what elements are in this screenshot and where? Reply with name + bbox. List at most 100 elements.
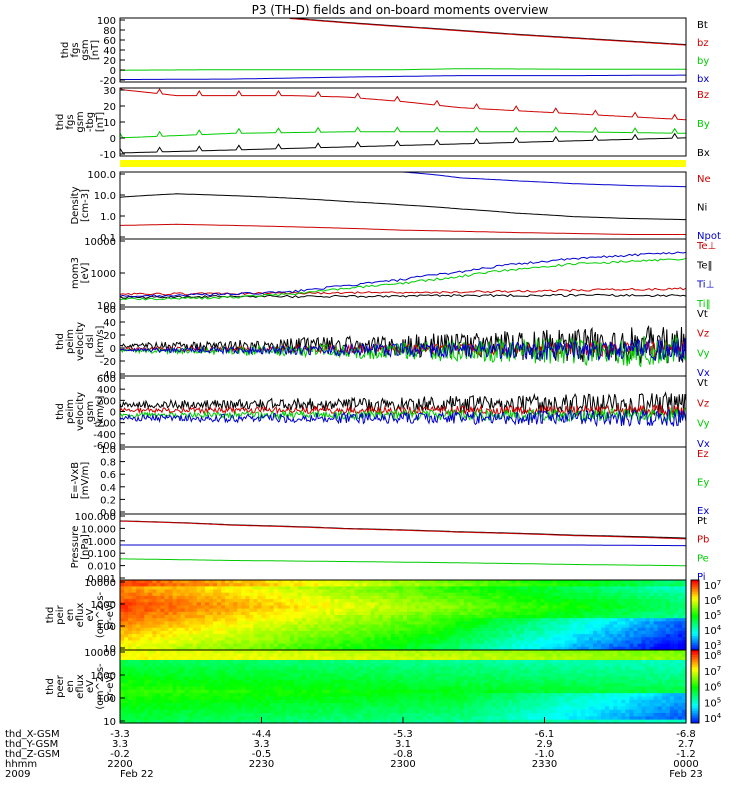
y-tick-label: 10000: [84, 237, 116, 248]
y-axis-label: E=-VxB[mV/m]: [70, 462, 91, 500]
series-line-Bx: [120, 134, 686, 153]
legend-label: Vt: [697, 309, 708, 320]
panel-frame: [120, 18, 686, 82]
y-tick-label: 60: [103, 305, 116, 316]
y-axis-label-line: [nT]: [90, 40, 101, 60]
y-axis-label: Density[cm-3]: [70, 186, 91, 224]
colorbar-tick-label: 105: [704, 609, 721, 622]
legend-label: Ey: [697, 478, 709, 489]
panel-frame: [120, 447, 686, 514]
series-line-Ne: [120, 224, 686, 234]
legend-label: Pt: [697, 516, 707, 527]
legend-label: Pb: [697, 535, 709, 546]
y-tick-label: 30: [103, 86, 116, 97]
legend-label: Ne: [697, 174, 711, 185]
y-tick-label: -20: [100, 357, 116, 368]
y-tick-label: 1.0: [100, 212, 116, 223]
legend-label: Ti⊥: [696, 280, 714, 291]
colorbar-tick-label: 106: [704, 594, 722, 607]
y-tick-label: 600: [97, 374, 116, 385]
y-tick-label: 0: [110, 408, 116, 419]
y-tick-label: 100.000: [75, 512, 116, 523]
legend-label: bz: [697, 38, 709, 49]
legend-label: Te⊥: [696, 241, 716, 252]
series-line-Ti⊥: [120, 252, 686, 297]
panel-pressure: PtPbPePi100.00010.0001.0000.1000.0100.00…: [70, 512, 709, 585]
legend-label: By: [697, 119, 710, 130]
legend-label: Vz: [697, 398, 709, 409]
y-axis-label-line: [km/s]: [95, 395, 106, 427]
y-tick-label: 400: [97, 385, 116, 396]
legend-label: Bz: [697, 90, 709, 101]
legend-label: Vz: [697, 329, 709, 340]
y-tick-label: 20: [103, 102, 116, 113]
y-tick-label: 10.000: [81, 524, 116, 535]
quality-stripe: [120, 160, 686, 167]
series-line-Pb: [120, 521, 686, 539]
y-axis-label-line: [cm-3]: [80, 189, 91, 222]
y-tick-label: 0: [110, 344, 116, 355]
y-axis-label-line: [nT]: [95, 112, 106, 132]
series-line-Pe: [120, 559, 686, 566]
y-axis-label-line: [km/s]: [95, 325, 106, 357]
legend-label: Ni: [697, 203, 707, 214]
y-tick-label: 1.000: [87, 537, 116, 548]
series-line-Te‖: [120, 294, 686, 298]
y-tick-label: 10000: [84, 578, 116, 589]
legend-label: by: [697, 56, 709, 67]
y-axis-label: mom3[eV]: [70, 257, 91, 289]
y-tick-label: 100.0: [87, 170, 116, 181]
y-tick-label: 0: [110, 134, 116, 145]
y-tick-label: 0.010: [87, 562, 116, 573]
legend-label: Vy: [697, 348, 710, 359]
legend-label: Bx: [697, 148, 710, 159]
y-tick-label: 0.8: [100, 458, 116, 469]
panel-frame: [120, 172, 686, 239]
colorbar-tick-label: 107: [704, 579, 721, 592]
legend-label: Pe: [697, 553, 709, 564]
legend-label: Te‖: [696, 260, 713, 271]
series-line-Ni: [120, 194, 686, 220]
colorbar-tick-label: 104: [704, 624, 722, 637]
series-line-By: [120, 127, 686, 138]
y-tick-label: 0.100: [87, 549, 116, 560]
y-axis-label-line: [mV/m]: [80, 462, 91, 500]
y-tick-label: 1.0: [100, 445, 116, 456]
y-tick-label: -400: [93, 430, 116, 441]
legend-label: Bt: [697, 20, 708, 31]
legend-label: bx: [697, 74, 709, 85]
legend-label: Vy: [697, 419, 710, 430]
plot-title: P3 (TH-D) fields and on-board moments ov…: [252, 3, 549, 17]
y-tick-label: 0.6: [100, 470, 116, 481]
y-tick-label: 0.4: [100, 483, 116, 494]
y-axis-label-line: [eV]: [80, 263, 91, 284]
y-axis-label-line: [nPa]: [80, 534, 91, 560]
y-tick-label: 0.2: [100, 495, 116, 506]
legend-label: Vt: [697, 378, 708, 389]
series-line-bx: [120, 75, 686, 79]
series-line-Bz: [120, 88, 686, 120]
y-tick-label: -10: [100, 150, 116, 161]
y-tick-label: 1000: [91, 269, 116, 280]
y-tick-label: 10.0: [94, 191, 116, 202]
y-axis-label-line: sr-eV): [105, 600, 116, 629]
series-line-Bt: [290, 18, 686, 45]
series-line-by: [120, 69, 686, 71]
series-line-Npot: [403, 172, 686, 187]
